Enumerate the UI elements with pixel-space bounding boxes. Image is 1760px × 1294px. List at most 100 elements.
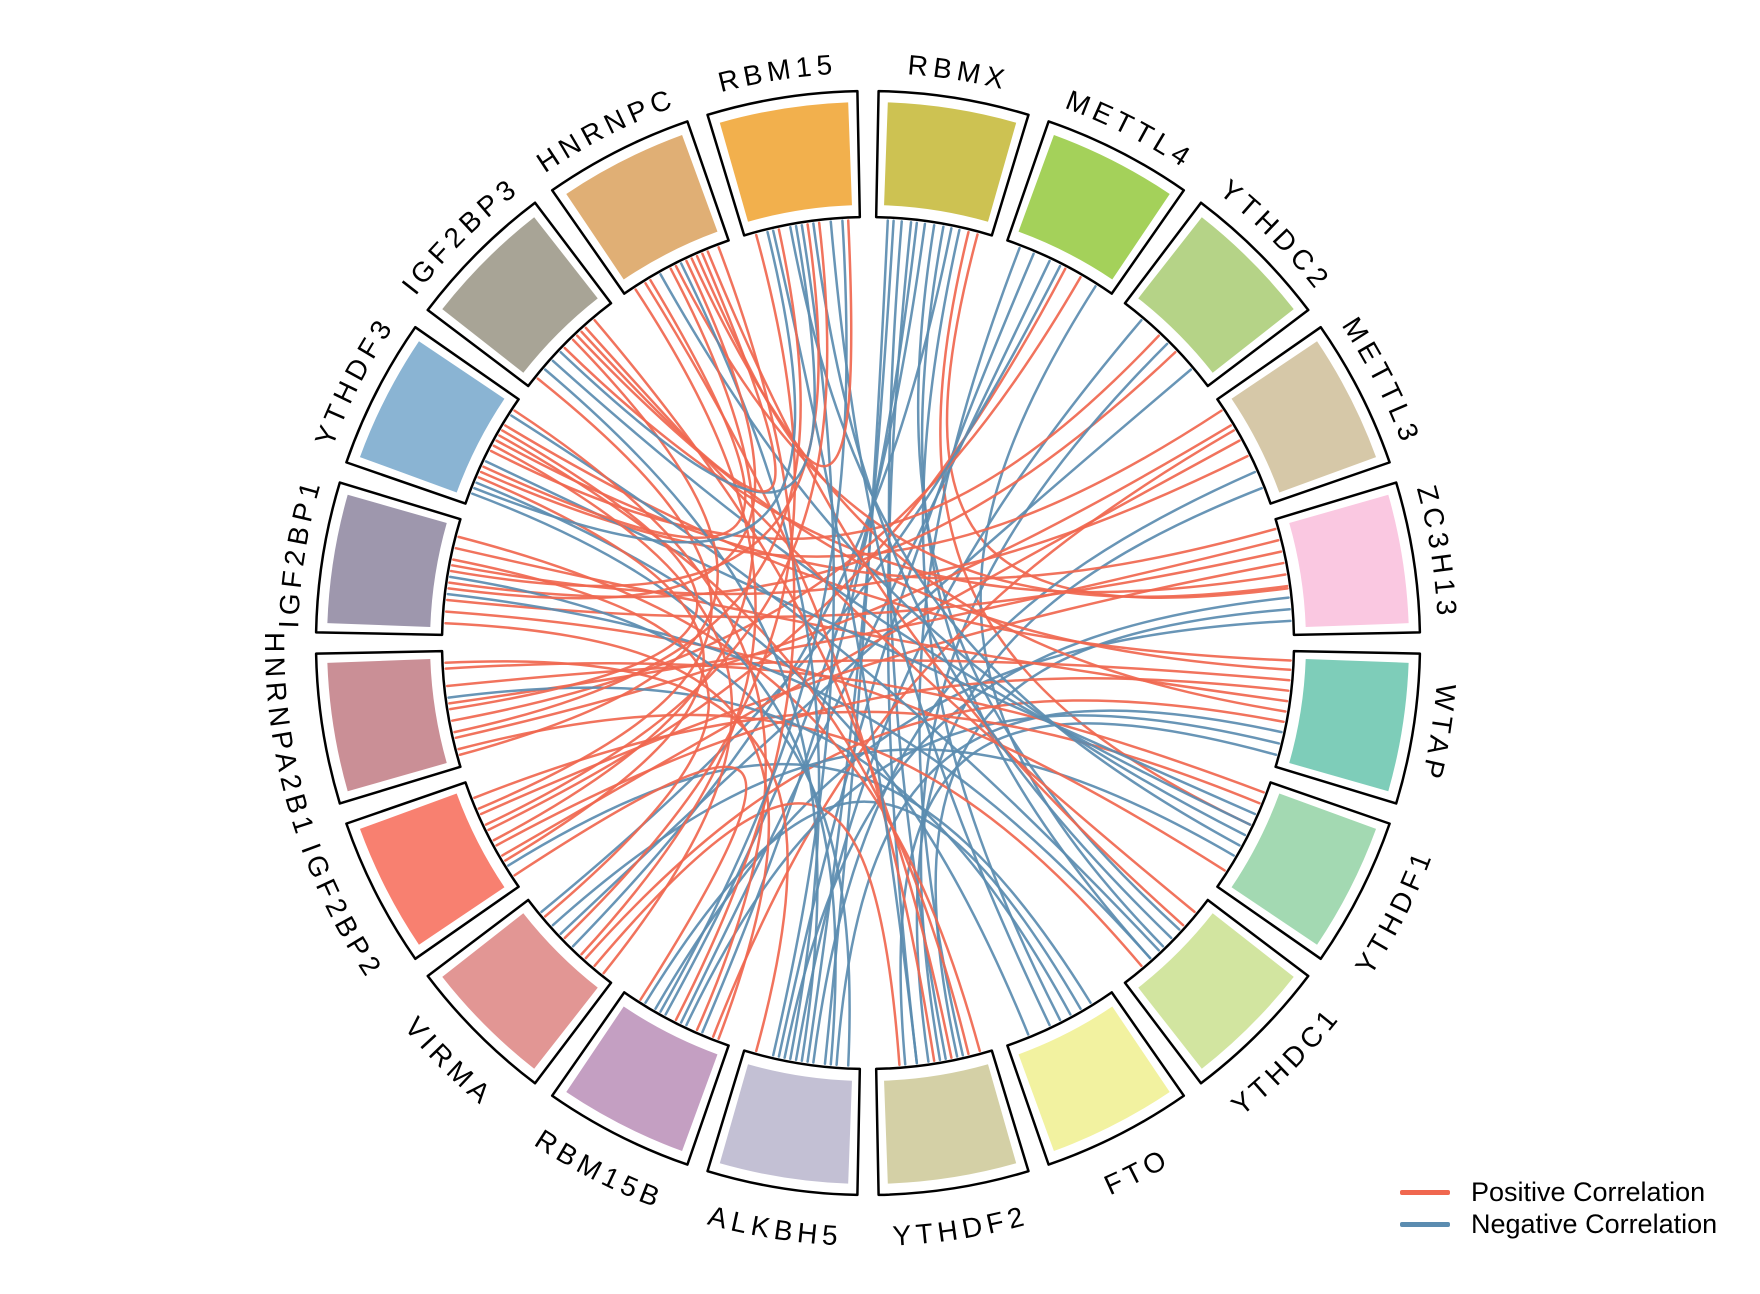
negative-correlation-link <box>543 368 819 1063</box>
legend-item-negative: Negative Correlation <box>1400 1209 1717 1239</box>
sector-block-IGF2BP2 <box>359 793 505 945</box>
negative-correlation-link <box>806 219 895 1063</box>
sector-label-WTAP: WTAP <box>1415 682 1461 786</box>
positive-correlation-link <box>939 230 1252 826</box>
sector-block-YTHDC2 <box>1138 217 1294 373</box>
positive-correlation-link <box>452 558 711 918</box>
positive-correlation-link <box>454 424 1233 740</box>
sector-block-RBMX <box>884 102 1017 222</box>
positive-correlation-link <box>563 233 797 940</box>
positive-correlation-link <box>674 264 1289 599</box>
sector-block-HNRNPA2B1 <box>327 659 447 792</box>
positive-correlation-link <box>580 288 757 956</box>
positive-correlation-link <box>444 621 771 1040</box>
negative-correlation-link <box>812 222 1173 940</box>
sector-block-IGF2BP3 <box>442 217 598 373</box>
sector-block-ZC3H13 <box>1289 494 1409 627</box>
negative-correlation-link <box>829 220 1051 1027</box>
positive-correlation-link <box>444 610 1226 872</box>
sector-label-RBMX: RBMX <box>906 49 1012 96</box>
sector-block-YTHDF2 <box>884 1064 1017 1184</box>
positive-correlation-link <box>945 233 1289 599</box>
negative-correlation-link <box>510 414 1160 952</box>
positive-correlation-link <box>482 278 747 539</box>
positive-correlation-line <box>1400 1189 1450 1195</box>
negative-correlation-link <box>551 359 1252 826</box>
negative-correlation-link <box>701 221 919 1034</box>
sector-block-FTO <box>1018 1006 1170 1152</box>
sector-block-ALKBH5 <box>719 1064 852 1184</box>
sector-block-WTAP <box>1289 659 1409 792</box>
negative-correlation-link <box>654 619 1292 1010</box>
sector-block-IGF2BP1 <box>327 494 447 627</box>
positive-correlation-link <box>563 346 1287 594</box>
positive-correlation-link <box>458 338 720 757</box>
positive-correlation-link <box>695 219 853 468</box>
positive-correlation-link <box>584 326 1196 914</box>
positive-correlation-link <box>495 677 1290 847</box>
negative-correlation-link <box>644 800 1082 1010</box>
positive-correlation-link <box>477 377 713 810</box>
negative-correlation-link <box>659 273 1247 837</box>
negative-correlation-line <box>1400 1221 1450 1227</box>
sector-block-YTHDC1 <box>1138 913 1294 1069</box>
negative-correlation-link <box>448 575 851 1067</box>
positive-correlation-link <box>492 267 755 842</box>
positive-correlation-link <box>445 659 1291 688</box>
positive-correlation-link <box>445 550 1283 619</box>
positive-correlation-link <box>449 223 820 588</box>
sector-track-layer <box>314 89 1422 1197</box>
sector-label-HNRNPA2B1: HNRNPA2B1 <box>259 632 322 841</box>
positive-correlation-link <box>644 282 936 1063</box>
positive-correlation-label: Positive Correlation <box>1471 1177 1706 1207</box>
negative-correlation-link <box>475 481 1030 1036</box>
positive-correlation-link <box>513 765 748 1001</box>
negative-correlation-link <box>921 228 1062 1022</box>
sector-block-RBM15B <box>566 1006 718 1152</box>
sector-block-YTHDF3 <box>359 341 505 493</box>
legend-item-positive: Positive Correlation <box>1400 1177 1717 1207</box>
negative-correlation-link <box>794 318 1143 1062</box>
positive-correlation-link <box>477 476 705 862</box>
positive-correlation-link <box>447 259 757 600</box>
positive-correlation-link <box>457 713 1143 968</box>
legend: Positive Correlation Negative Correlatio… <box>1400 1177 1717 1239</box>
negative-correlation-link <box>507 762 1092 1004</box>
sector-label-YTHDF2: YTHDF2 <box>892 1200 1032 1252</box>
sector-block-METTL4 <box>1018 134 1170 280</box>
negative-correlation-link <box>835 709 1283 1067</box>
sector-block-HNRNPC <box>566 134 718 280</box>
positive-correlation-link <box>593 318 953 1059</box>
positive-correlation-link <box>503 424 1292 662</box>
positive-correlation-link <box>492 444 734 975</box>
sector-label-FTO: FTO <box>1099 1142 1175 1201</box>
positive-correlation-link <box>479 409 1223 558</box>
positive-correlation-link <box>473 710 1261 805</box>
positive-correlation-link <box>453 228 802 734</box>
negative-correlation-link <box>659 219 848 1013</box>
positive-correlation-link <box>580 252 777 493</box>
sector-block-YTHDF1 <box>1231 793 1377 945</box>
positive-correlation-link <box>444 660 789 1053</box>
negative-correlation-label: Negative Correlation <box>1471 1209 1718 1239</box>
positive-correlation-link <box>513 409 768 1032</box>
negative-correlation-link <box>679 259 1051 1024</box>
negative-correlation-link <box>446 592 1152 960</box>
positive-correlation-link <box>484 221 829 826</box>
sector-block-RBM15 <box>719 102 852 222</box>
positive-correlation-link <box>498 434 970 1056</box>
negative-correlation-link <box>447 686 1072 1016</box>
negative-correlation-link <box>823 219 890 1066</box>
positive-correlation-link <box>448 429 699 711</box>
negative-correlation-link <box>559 224 816 494</box>
positive-correlation-link <box>584 699 1285 960</box>
sector-label-ALKBH5: ALKBH5 <box>705 1200 844 1252</box>
sector-block-VIRMA <box>442 913 598 1069</box>
positive-correlation-link <box>487 267 1067 832</box>
positive-correlation-link <box>593 802 901 1067</box>
sector-block-METTL3 <box>1231 341 1377 493</box>
sector-label-RBM15: RBM15 <box>715 49 838 98</box>
positive-correlation-link <box>674 246 796 1022</box>
